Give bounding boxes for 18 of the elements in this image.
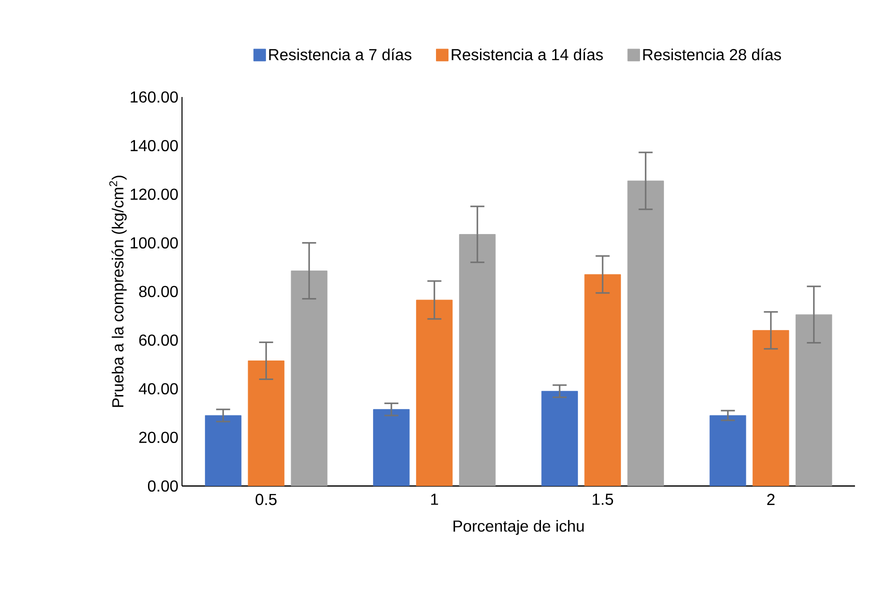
x-axis-title: Porcentaje de ichu xyxy=(454,520,584,535)
x-tick-label: 1.5 xyxy=(592,494,614,505)
legend-label: Resistencia 28 días xyxy=(643,48,781,60)
y-tick-label: 40.00 xyxy=(138,383,178,394)
y-tick-label: 60.00 xyxy=(139,334,178,346)
y-tick-label: 120.00 xyxy=(130,188,178,200)
y-tick-label: 0.00 xyxy=(148,480,178,492)
y-tick-label: 20.00 xyxy=(139,432,178,444)
y-tick-label: 80.00 xyxy=(139,286,178,298)
y-tick-label: 160.00 xyxy=(130,91,178,103)
x-tick-label: 0.5 xyxy=(256,494,277,506)
y-tick-label: 140.00 xyxy=(130,140,178,152)
legend-label: Resistencia a 7 días xyxy=(269,48,412,60)
x-tick-label: 1 xyxy=(431,494,438,505)
x-tick-label: 2 xyxy=(767,494,775,505)
legend-label: Resistencia a 14 días xyxy=(452,48,603,60)
y-tick-label: 100.00 xyxy=(130,237,178,249)
y-axis-title: Prueba a la compresión (kg/cm$^{2}$) xyxy=(109,176,127,407)
